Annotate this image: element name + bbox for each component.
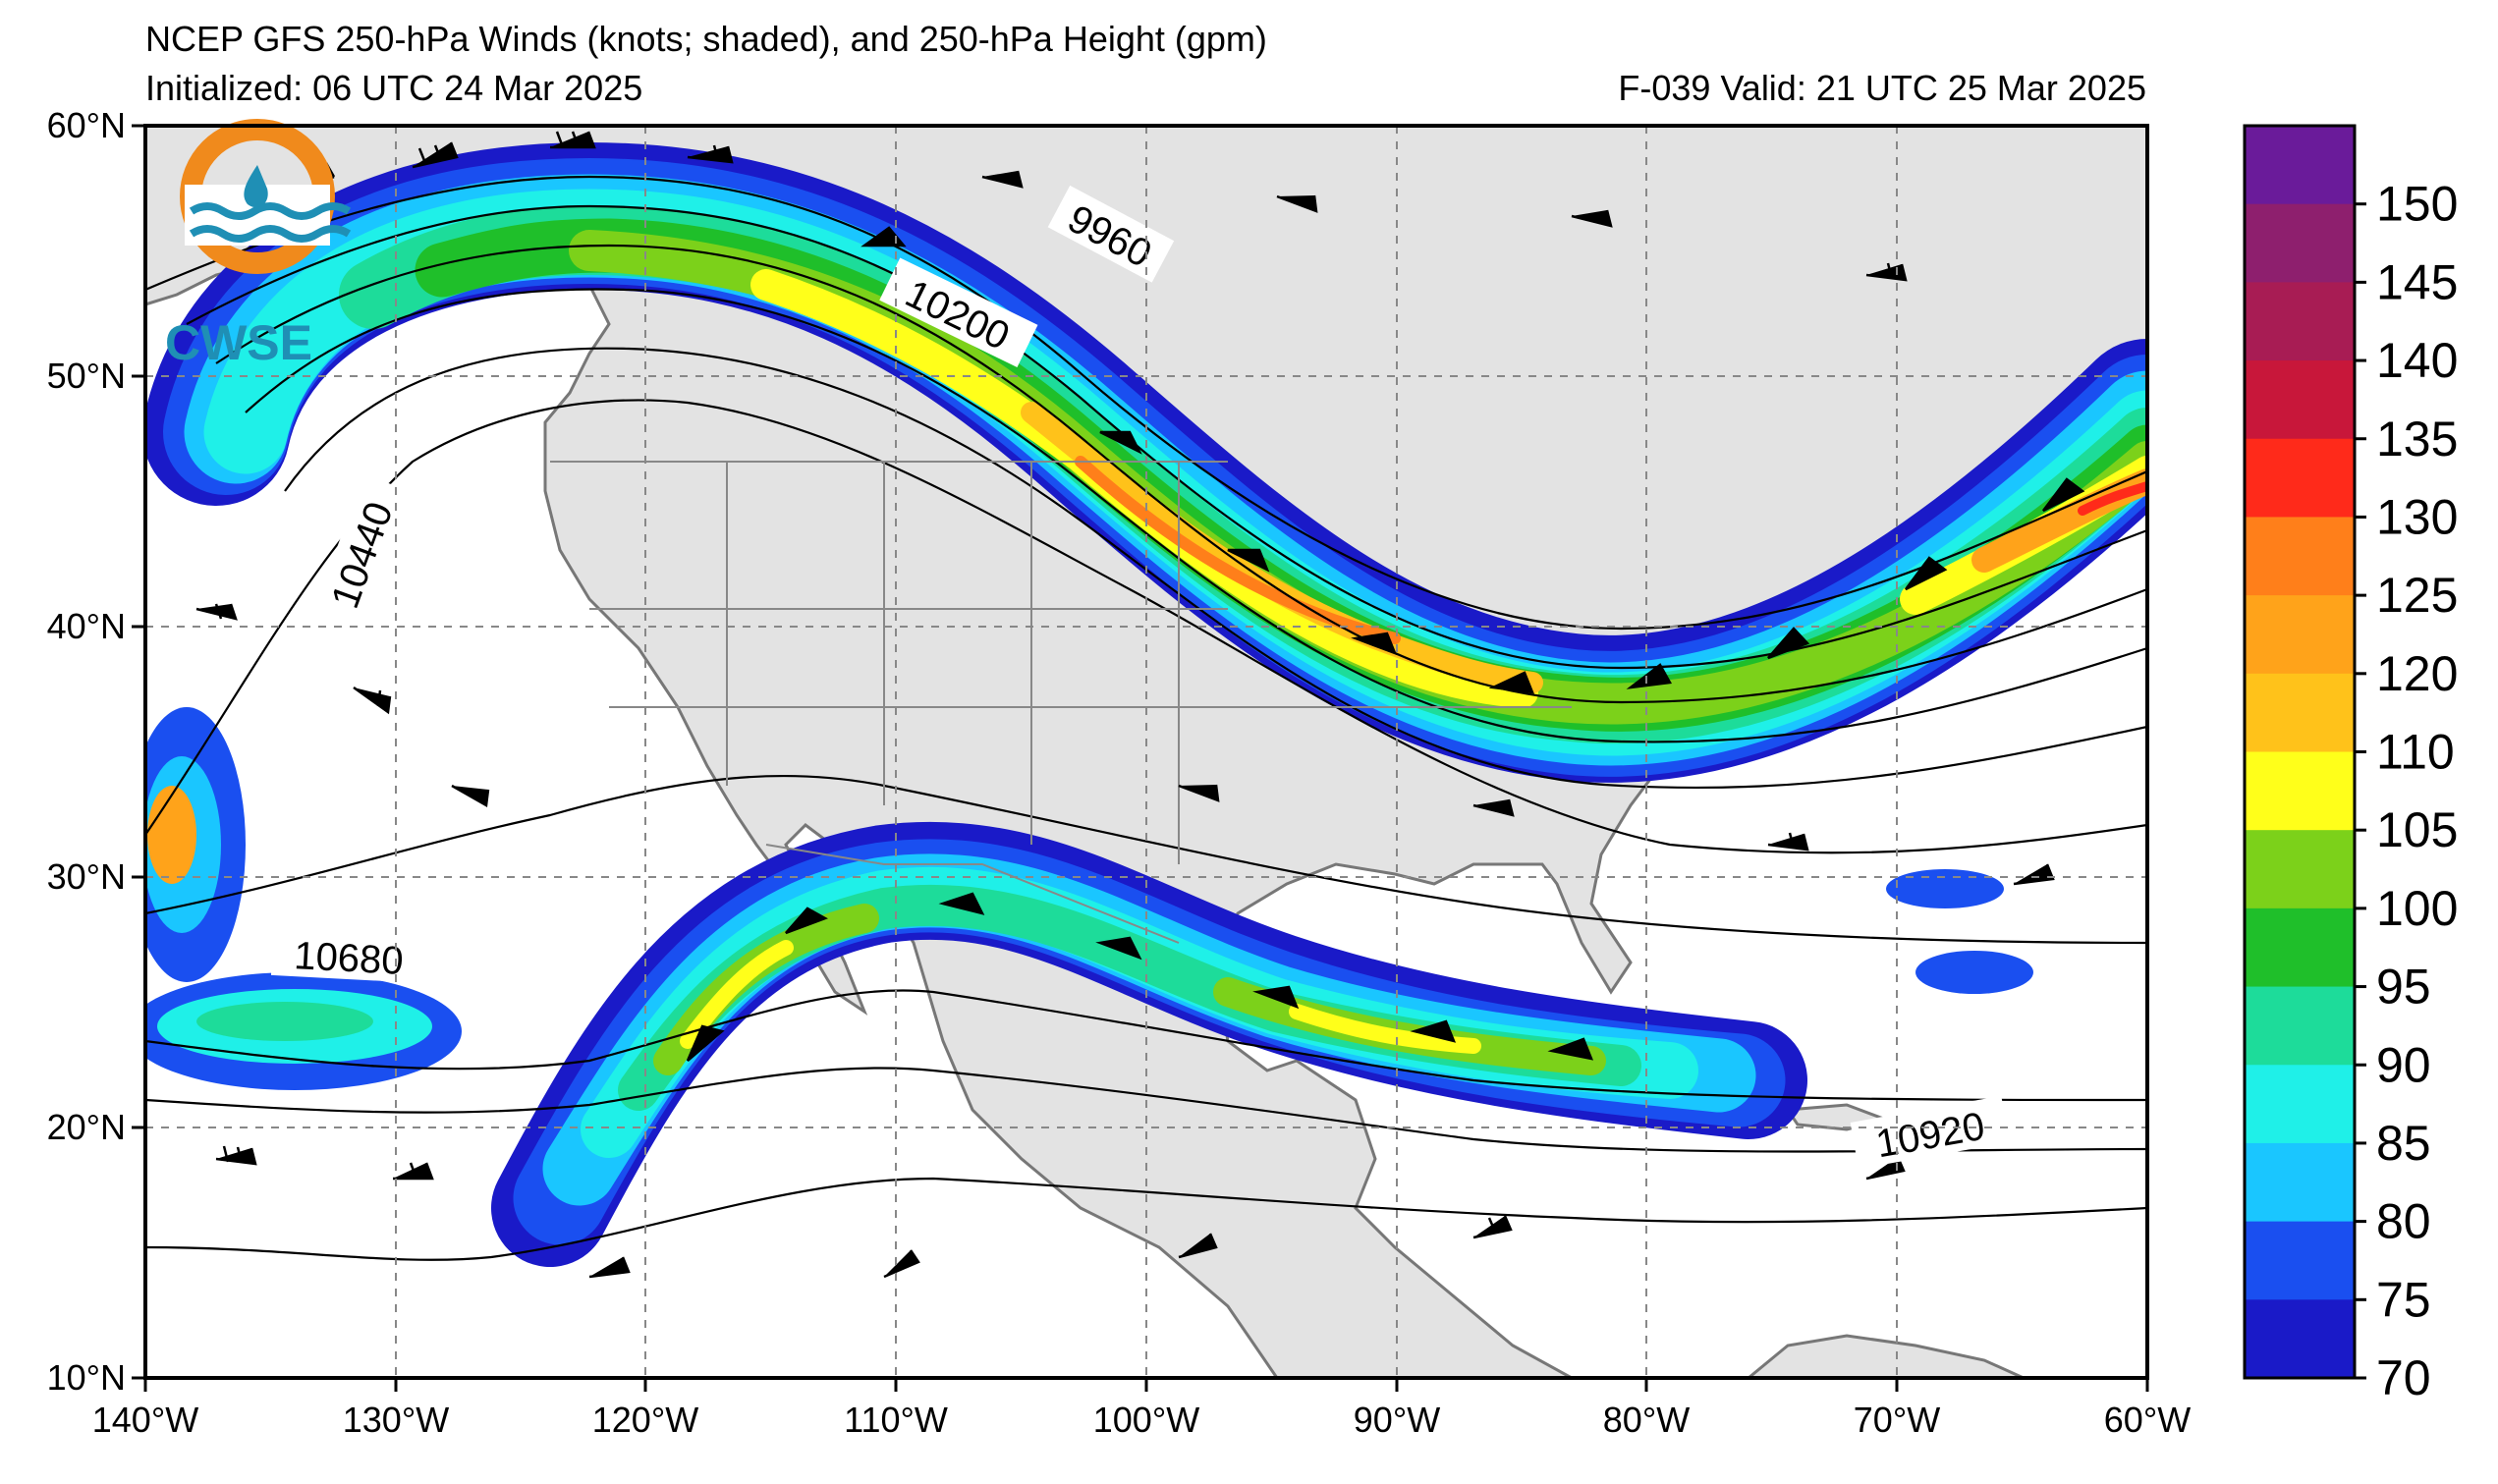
colorbar-label: 135: [2376, 412, 2458, 467]
colorbar-swatch: [2245, 438, 2355, 518]
colorbar-label: 100: [2376, 881, 2458, 936]
lat-label: 20°N: [47, 1107, 126, 1147]
axis-ticks: [132, 124, 2149, 1392]
lat-label: 10°N: [47, 1357, 126, 1398]
colorbar-swatch: [2245, 751, 2355, 831]
contour-label-group: 9960 10200 10440 10680 10920: [270, 185, 2010, 1170]
colorbar-swatch: [2245, 986, 2355, 1066]
init-time: Initialized: 06 UTC 24 Mar 2025: [145, 68, 643, 108]
colorbar-swatch: [2245, 830, 2355, 909]
colorbar-label: 105: [2376, 802, 2458, 857]
lon-label: 110°W: [844, 1400, 948, 1440]
colorbar-swatch: [2245, 203, 2355, 283]
graticule: [145, 126, 2147, 1378]
colorbar-swatch: [2245, 1065, 2355, 1144]
colorbar: 150 145 140 135 130 125 120 110 105 100 95 90 85 80 75…: [2243, 124, 2458, 1405]
lat-label: 30°N: [47, 856, 126, 897]
colorbar-swatch: [2245, 1142, 2355, 1223]
colorbar-label: 80: [2376, 1194, 2431, 1249]
lon-label: 80°W: [1603, 1400, 1690, 1440]
map-title: NCEP GFS 250-hPa Winds (knots; shaded), …: [145, 19, 1267, 59]
colorbar-swatch: [2245, 1299, 2355, 1379]
colorbar-label: 140: [2376, 333, 2458, 388]
colorbar-label: 130: [2376, 489, 2458, 544]
lon-labels: 140°W 130°W 120°W 110°W 100°W 90°W 80°W …: [92, 1400, 2191, 1440]
colorbar-label: 110: [2376, 725, 2455, 780]
colorbar-swatch: [2245, 360, 2355, 440]
colorbar-swatch: [2245, 595, 2355, 675]
lon-label: 130°W: [343, 1400, 449, 1440]
colorbar-label: 95: [2376, 960, 2431, 1015]
colorbar-label: 120: [2376, 646, 2458, 701]
colorbar-label: 90: [2376, 1037, 2431, 1092]
lon-label: 90°W: [1354, 1400, 1440, 1440]
colorbar-swatch: [2245, 517, 2355, 596]
valid-time: F-039 Valid: 21 UTC 25 Mar 2025: [1618, 68, 2146, 108]
colorbar-swatch: [2245, 282, 2355, 361]
political-borders: [550, 461, 1572, 944]
colorbar-label: 75: [2376, 1272, 2431, 1327]
cwse-logo: CWSE: [165, 119, 352, 370]
lon-label: 140°W: [92, 1400, 198, 1440]
lat-label: 60°N: [47, 105, 126, 145]
colorbar-label: 150: [2376, 177, 2458, 232]
lon-label: 70°W: [1854, 1400, 1940, 1440]
subtropical-jet-shading: [491, 821, 1807, 1267]
logo-text: CWSE: [165, 315, 312, 370]
lon-label: 120°W: [592, 1400, 698, 1440]
lat-label: 40°N: [47, 606, 126, 646]
colorbar-swatch: [2245, 1221, 2355, 1300]
lat-label: 50°N: [47, 356, 126, 396]
south-america-land: [1746, 1334, 2025, 1378]
pacific-jet-shading: [145, 707, 2033, 1090]
north-america-land: [145, 126, 2147, 1378]
lat-labels: 60°N 50°N 40°N 30°N 20°N 10°N: [47, 105, 126, 1398]
colorbar-swatch: [2245, 126, 2355, 205]
wind-barbs: [195, 131, 2085, 1279]
lon-label: 100°W: [1093, 1400, 1199, 1440]
contour-label-10680: 10680: [293, 934, 404, 983]
colorbar-label: 70: [2376, 1350, 2431, 1405]
colorbar-label: 125: [2376, 568, 2458, 623]
colorbar-label: 85: [2376, 1116, 2431, 1171]
colorbar-swatch: [2245, 907, 2355, 988]
lon-label: 60°W: [2104, 1400, 2191, 1440]
colorbar-swatch: [2245, 673, 2355, 752]
colorbar-label: 145: [2376, 254, 2458, 309]
